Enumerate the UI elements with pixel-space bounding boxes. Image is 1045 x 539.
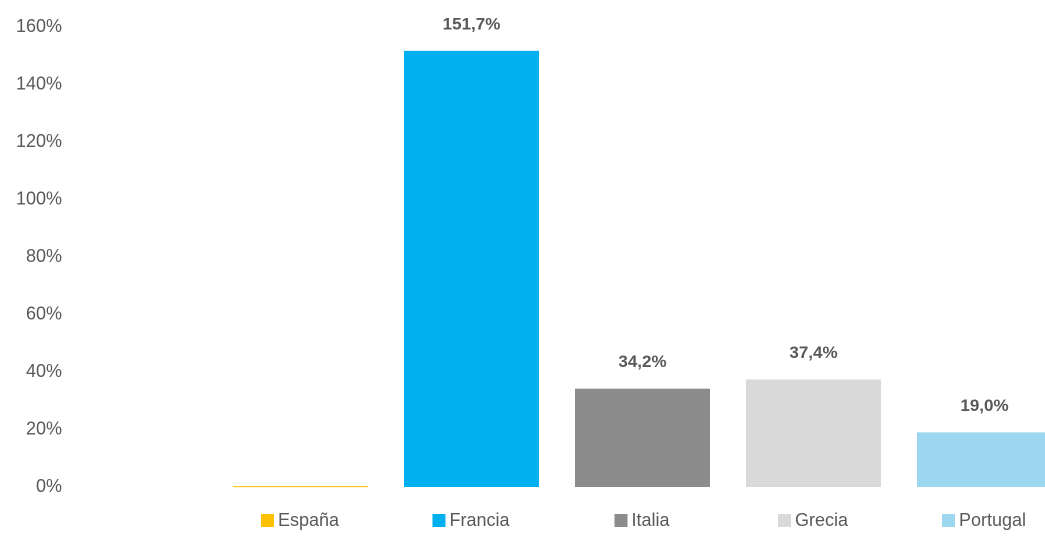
x-tick-label: Portugal [959, 510, 1026, 530]
y-tick-label: 20% [26, 418, 62, 438]
value-label: 151,7% [443, 14, 501, 33]
y-tick-label: 120% [16, 131, 62, 151]
legend-swatch [260, 514, 274, 527]
legend-swatch [941, 514, 955, 527]
bar [917, 432, 1045, 487]
legend-swatch [777, 514, 791, 527]
legend-swatch [432, 514, 446, 527]
x-tick-label: Grecia [795, 510, 849, 530]
value-label: 19,0% [960, 396, 1008, 415]
legend-swatch [614, 514, 628, 527]
value-label: 34,2% [618, 352, 666, 371]
y-tick-label: 100% [16, 188, 62, 208]
bar [575, 388, 710, 487]
bar [233, 486, 368, 488]
y-tick-label: 140% [16, 73, 62, 93]
x-tick-label: Francia [449, 510, 510, 530]
y-tick-label: 160% [16, 16, 62, 36]
y-tick-label: 0% [36, 476, 62, 496]
bar [746, 379, 881, 487]
x-tick-label: España [278, 510, 340, 530]
y-tick-label: 80% [26, 246, 62, 266]
value-label: 37,4% [789, 343, 837, 362]
x-tick-label: Italia [631, 510, 670, 530]
y-tick-label: 60% [26, 303, 62, 323]
bar [404, 50, 539, 488]
y-tick-label: 40% [26, 361, 62, 381]
